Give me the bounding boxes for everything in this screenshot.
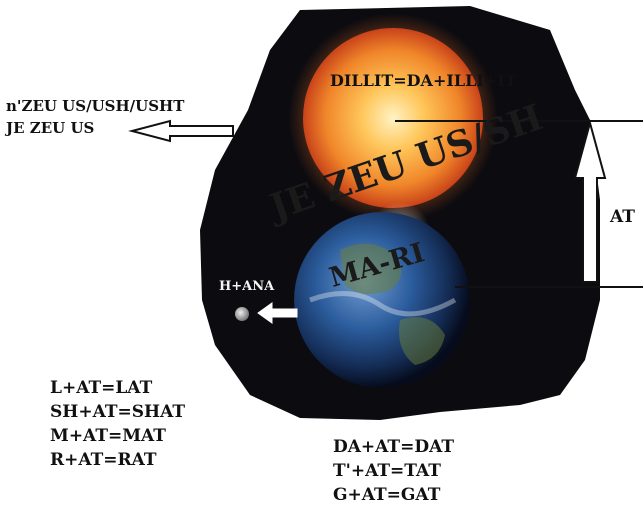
equation: DA+AT=DAT [333,437,454,457]
equations-bottom: DA+AT=DAT T'+AT=TAT G+AT=GAT [333,435,454,507]
left-note-line2: JE ZEU US [6,119,95,137]
up-arrow [573,119,607,283]
equation: SH+AT=SHAT [50,402,185,422]
earth-clouds [309,291,457,317]
sun [303,28,483,208]
sun-label: DILLIT=DA+ILLI+IT [330,71,517,90]
moon [235,307,249,321]
equation: R+AT=RAT [50,450,157,470]
equation: T'+AT=TAT [333,461,441,481]
arrow-label: AT [610,207,635,227]
equation: G+AT=GAT [333,485,441,505]
earth-continent [399,317,445,365]
earth-continent [340,243,402,294]
equation: M+AT=MAT [50,426,166,446]
left-note-line1: n'ZEU US/USH/USHT [6,97,185,115]
moon-arrow [257,302,298,324]
left-arrow [128,119,234,143]
earth [294,212,470,388]
moon-label: H+ANA [219,279,275,294]
equations-left: L+AT=LAT SH+AT=SHAT M+AT=MAT R+AT=RAT [50,376,185,472]
equation: L+AT=LAT [50,378,153,398]
